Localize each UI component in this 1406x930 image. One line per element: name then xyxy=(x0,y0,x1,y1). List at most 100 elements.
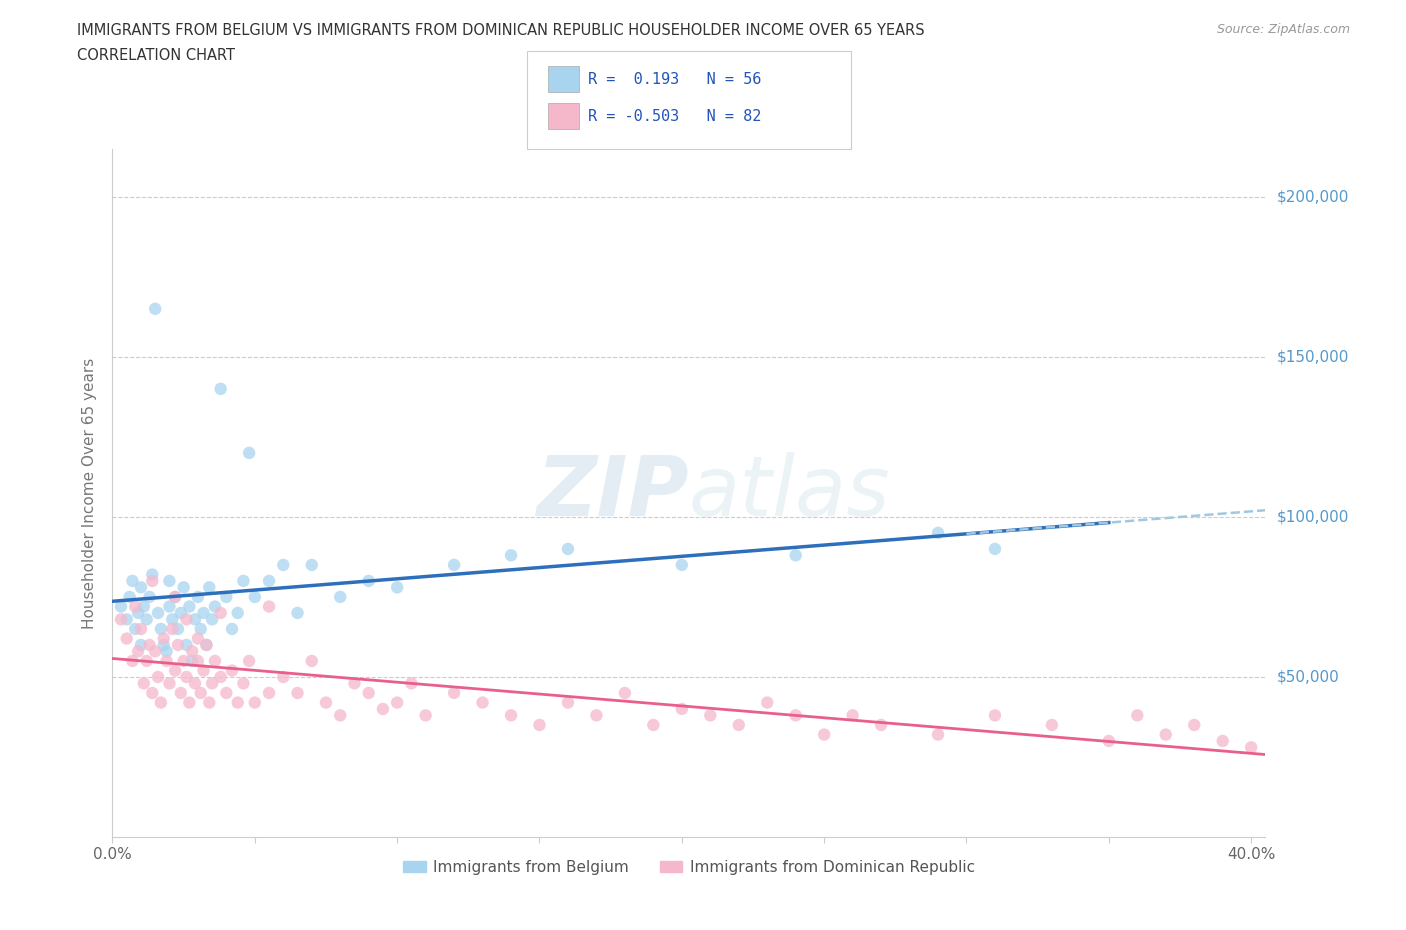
Point xyxy=(170,685,193,700)
Point xyxy=(155,644,177,658)
Point xyxy=(1212,734,1234,749)
Point xyxy=(870,718,893,733)
Point xyxy=(152,637,174,652)
Point xyxy=(329,708,352,723)
Point xyxy=(271,557,294,572)
Point xyxy=(146,605,169,620)
Text: $200,000: $200,000 xyxy=(1277,190,1348,205)
Point xyxy=(471,695,494,710)
Point xyxy=(165,590,187,604)
Point xyxy=(146,670,169,684)
Point xyxy=(165,590,187,604)
Point xyxy=(1040,718,1063,733)
Point xyxy=(785,548,807,563)
Point xyxy=(141,567,163,582)
Point xyxy=(165,663,187,678)
Point xyxy=(329,590,352,604)
Point xyxy=(132,599,155,614)
Point xyxy=(287,605,309,620)
Point xyxy=(301,654,323,669)
Point xyxy=(226,695,249,710)
Point xyxy=(401,676,423,691)
Point xyxy=(141,685,163,700)
Point xyxy=(167,637,190,652)
Point xyxy=(671,557,693,572)
Text: Source: ZipAtlas.com: Source: ZipAtlas.com xyxy=(1216,23,1350,36)
Point xyxy=(238,445,260,460)
Text: IMMIGRANTS FROM BELGIUM VS IMMIGRANTS FROM DOMINICAN REPUBLIC HOUSEHOLDER INCOME: IMMIGRANTS FROM BELGIUM VS IMMIGRANTS FR… xyxy=(77,23,925,38)
Point xyxy=(195,637,218,652)
Text: R = -0.503   N = 82: R = -0.503 N = 82 xyxy=(588,109,761,124)
Point xyxy=(132,676,155,691)
Point xyxy=(1154,727,1177,742)
Text: $150,000: $150,000 xyxy=(1277,350,1348,365)
Point xyxy=(135,654,157,669)
Point xyxy=(499,708,522,723)
Point xyxy=(1098,734,1121,749)
Point xyxy=(785,708,807,723)
Point xyxy=(226,605,249,620)
Point xyxy=(129,621,152,636)
Point xyxy=(201,612,224,627)
Point xyxy=(141,574,163,589)
Point xyxy=(257,574,280,589)
Text: R =  0.193   N = 56: R = 0.193 N = 56 xyxy=(588,72,761,86)
Point xyxy=(984,541,1007,556)
Point xyxy=(157,676,180,691)
Point xyxy=(499,548,522,563)
Point xyxy=(1126,708,1149,723)
Y-axis label: Householder Income Over 65 years: Householder Income Over 65 years xyxy=(82,357,97,629)
Point xyxy=(557,541,579,556)
Point xyxy=(162,621,184,636)
Text: $100,000: $100,000 xyxy=(1277,510,1348,525)
Point xyxy=(1240,740,1263,755)
Point xyxy=(129,637,152,652)
Point xyxy=(287,685,309,700)
Point xyxy=(173,580,195,595)
Point xyxy=(257,599,280,614)
Point xyxy=(157,599,180,614)
Point xyxy=(357,685,380,700)
Point xyxy=(209,605,232,620)
Point xyxy=(271,670,294,684)
Point xyxy=(813,727,835,742)
Point xyxy=(232,676,254,691)
Point xyxy=(143,644,166,658)
Point xyxy=(927,727,949,742)
Point xyxy=(443,557,465,572)
Point xyxy=(181,644,204,658)
Point xyxy=(124,599,146,614)
Point xyxy=(190,685,212,700)
Point xyxy=(215,590,238,604)
Point xyxy=(193,663,215,678)
Point xyxy=(176,612,198,627)
Point xyxy=(699,708,721,723)
Point xyxy=(187,590,209,604)
Point xyxy=(127,644,149,658)
Point xyxy=(201,676,224,691)
Point xyxy=(209,670,232,684)
Point xyxy=(198,695,221,710)
Point xyxy=(613,685,636,700)
Point xyxy=(181,654,204,669)
Point xyxy=(643,718,665,733)
Text: atlas: atlas xyxy=(689,452,890,534)
Point xyxy=(841,708,863,723)
Point xyxy=(155,654,177,669)
Text: $50,000: $50,000 xyxy=(1277,670,1340,684)
Point xyxy=(209,381,232,396)
Point xyxy=(110,612,132,627)
Point xyxy=(127,605,149,620)
Point xyxy=(756,695,779,710)
Point xyxy=(124,621,146,636)
Point xyxy=(671,701,693,716)
Point xyxy=(173,654,195,669)
Point xyxy=(727,718,749,733)
Point xyxy=(190,621,212,636)
Point xyxy=(315,695,337,710)
Point xyxy=(243,590,266,604)
Point xyxy=(176,637,198,652)
Point xyxy=(1182,718,1205,733)
Point xyxy=(198,580,221,595)
Point xyxy=(385,695,408,710)
